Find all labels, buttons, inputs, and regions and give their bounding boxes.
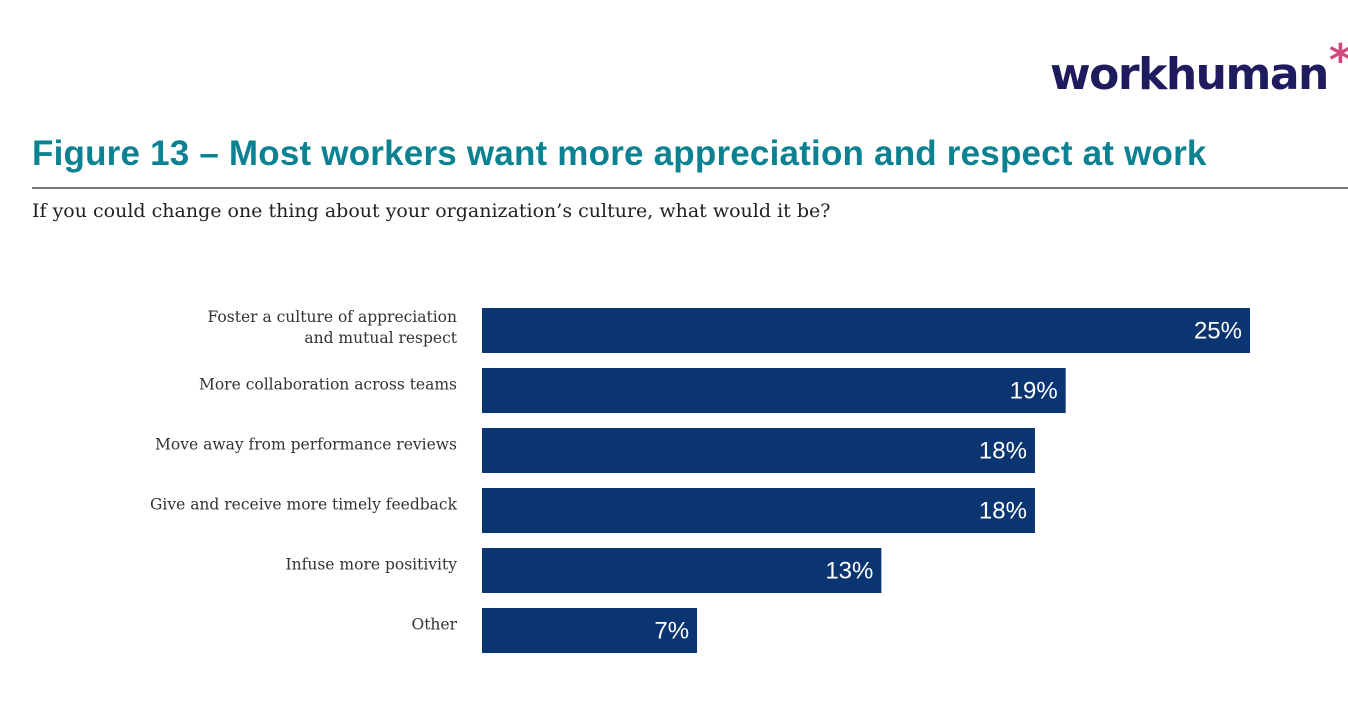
bar xyxy=(482,548,882,593)
workhuman-logo: workhuman* xyxy=(1050,36,1348,100)
category-label: and mutual respect xyxy=(304,329,457,347)
category-label: Other xyxy=(411,616,457,634)
bar xyxy=(482,428,1035,473)
logo-asterisk: * xyxy=(1329,35,1348,86)
bar xyxy=(482,488,1035,533)
title-divider xyxy=(32,187,1348,189)
bar xyxy=(482,368,1066,413)
category-label: Foster a culture of appreciation xyxy=(208,308,458,326)
bar-value-label: 18% xyxy=(979,438,1027,465)
bar-value-label: 19% xyxy=(1010,378,1058,405)
bar-value-label: 13% xyxy=(825,558,873,585)
figure-title: Figure 13 – Most workers want more appre… xyxy=(32,134,1207,173)
category-label: Infuse more positivity xyxy=(286,556,458,574)
bar-value-label: 18% xyxy=(979,498,1027,525)
logo-text: workhuman xyxy=(1050,49,1329,100)
bar xyxy=(482,308,1250,353)
category-label: Give and receive more timely feedback xyxy=(150,496,458,514)
question-subtitle: If you could change one thing about your… xyxy=(32,200,831,222)
bar-value-label: 25% xyxy=(1194,318,1242,345)
category-label: More collaboration across teams xyxy=(199,376,457,394)
bar xyxy=(482,608,698,653)
bar-value-label: 7% xyxy=(654,618,689,645)
category-label: Move away from performance reviews xyxy=(155,436,457,454)
